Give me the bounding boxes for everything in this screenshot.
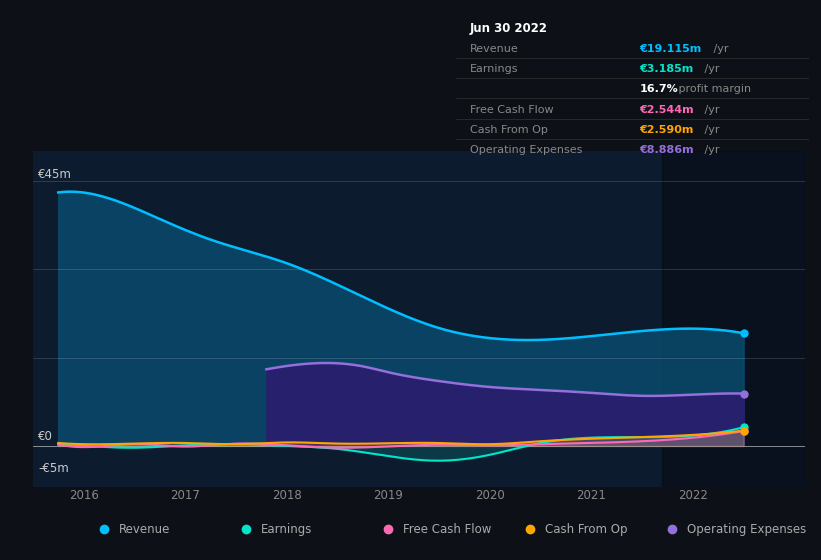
Text: Cash From Op: Cash From Op [545,522,628,536]
Text: €3.185m: €3.185m [640,64,694,74]
Text: -€5m: -€5m [38,463,69,475]
Text: /yr: /yr [710,44,728,54]
Text: /yr: /yr [701,145,719,155]
Text: Operating Expenses: Operating Expenses [470,145,582,155]
Text: 2019: 2019 [374,489,403,502]
Text: €8.886m: €8.886m [640,145,694,155]
Text: Earnings: Earnings [261,522,313,536]
Text: Jun 30 2022: Jun 30 2022 [470,22,548,35]
Text: 2020: 2020 [475,489,505,502]
Text: 16.7%: 16.7% [640,85,678,95]
Text: 2021: 2021 [576,489,606,502]
Text: /yr: /yr [701,125,719,135]
Bar [663,151,805,487]
Text: Free Cash Flow: Free Cash Flow [403,522,492,536]
Text: profit margin: profit margin [675,85,750,95]
Text: 2018: 2018 [272,489,301,502]
Text: €2.590m: €2.590m [640,125,694,135]
Text: Operating Expenses: Operating Expenses [687,522,806,536]
Text: /yr: /yr [701,64,719,74]
Text: 2016: 2016 [69,489,99,502]
Text: 2022: 2022 [678,489,708,502]
Text: €45m: €45m [38,167,71,181]
Text: €2.544m: €2.544m [640,105,694,115]
Text: Free Cash Flow: Free Cash Flow [470,105,553,115]
Text: /yr: /yr [701,105,719,115]
Text: Revenue: Revenue [119,522,171,536]
Text: €0: €0 [38,430,53,443]
Text: Earnings: Earnings [470,64,518,74]
Text: 2017: 2017 [170,489,200,502]
Text: Cash From Op: Cash From Op [470,125,548,135]
Text: €19.115m: €19.115m [640,44,701,54]
Text: Revenue: Revenue [470,44,519,54]
